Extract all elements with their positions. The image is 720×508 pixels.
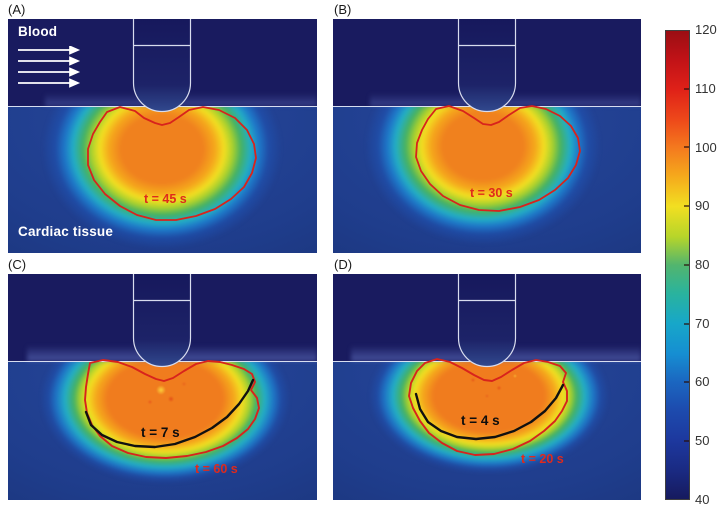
contour-time-label: t = 30 s [470, 186, 513, 200]
colorbar-tick [684, 146, 689, 148]
colorbar-tick-label: 110 [695, 81, 716, 96]
contour-time-label: t = 4 s [461, 413, 500, 428]
flow-arrow-icon [18, 56, 81, 66]
colorbar-tick-label: 50 [695, 433, 710, 448]
tissue-region-label: Cardiac tissue [18, 224, 114, 239]
colorbar-tick-label: 70 [695, 316, 710, 331]
contour-time-label: t = 60 s [195, 462, 238, 476]
contour-30s [415, 105, 581, 212]
colorbar-tick-label: 40 [695, 492, 710, 507]
contour-7s [84, 378, 255, 449]
colorbar-tick-label: 80 [695, 257, 710, 272]
isotherm-contours [84, 359, 260, 459]
flow-arrow-icon [18, 78, 81, 88]
colorbar-tick-label: 90 [695, 198, 710, 213]
contour-time-label: t = 20 s [521, 452, 564, 466]
blood-region-label: Blood [18, 24, 58, 39]
isotherm-contours [87, 106, 257, 221]
panel-label-c: (C) [8, 257, 27, 272]
colorbar-tick-label: 100 [695, 140, 717, 155]
colorbar-tick-label: 60 [695, 374, 710, 389]
colorbar-tick [684, 205, 689, 207]
contour-20s [408, 358, 568, 456]
colorbar-tick [684, 88, 689, 90]
heatmap-panel-a: Blood Cardiac tissue t = 45 s [8, 19, 317, 253]
catheter-electrode-icon [132, 19, 192, 113]
colorbar-tick [684, 440, 689, 442]
contour-60s [84, 359, 260, 459]
heatmap-panel-c: t = 7 s t = 60 s [8, 274, 317, 500]
panel-label-b: (B) [334, 2, 352, 17]
colorbar-tick [684, 323, 689, 325]
flow-arrow-icon [18, 46, 81, 55]
blood-flow-arrows [18, 46, 81, 88]
hot-spot-speckles [453, 366, 533, 406]
isotherm-contours [415, 105, 581, 212]
contour-4s [414, 383, 565, 441]
isotherm-contours [408, 358, 568, 456]
catheter-electrode-icon [132, 274, 192, 368]
panel-label-a: (A) [8, 2, 26, 17]
colorbar-tick [684, 264, 689, 266]
colorbar-tick-label: 120 [695, 22, 717, 37]
catheter-electrode-icon [457, 274, 517, 368]
colorbar-tick [684, 381, 689, 383]
flow-arrow-icon [18, 67, 81, 77]
contour-time-label: t = 7 s [141, 425, 180, 440]
contour-45s [87, 106, 257, 221]
panel-label-d: (D) [334, 257, 353, 272]
catheter-electrode-icon [457, 19, 517, 113]
contour-time-label: t = 45 s [144, 192, 187, 206]
heatmap-panel-b: t = 30 s [333, 19, 641, 253]
heatmap-panel-d: t = 4 s t = 20 s [333, 274, 641, 500]
